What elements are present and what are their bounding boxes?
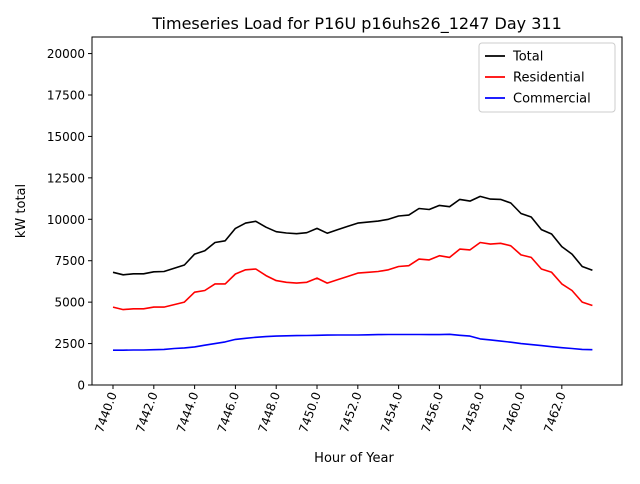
legend: Total Residential Commercial — [478, 42, 616, 113]
x-tick-label: 7454.0 — [378, 390, 406, 434]
y-tick-label: 12500 — [47, 171, 85, 185]
x-tick-label: 7462.0 — [541, 390, 569, 434]
x-tick-label: 7448.0 — [256, 390, 284, 434]
y-tick-label: 7500 — [54, 254, 85, 268]
plot-frame — [91, 36, 623, 386]
x-tick-label: 7440.0 — [92, 390, 120, 434]
x-tick-label: 7444.0 — [174, 390, 202, 434]
x-tick-label: 7450.0 — [296, 390, 324, 434]
x-tick-label: 7452.0 — [337, 390, 365, 434]
y-axis-label: kW total — [14, 184, 29, 238]
x-tick-label: 7460.0 — [500, 390, 528, 434]
y-tick-label: 17500 — [47, 89, 85, 103]
x-tick-label: 7456.0 — [419, 390, 447, 434]
legend-label-total: Total — [512, 50, 543, 65]
y-tick-label: 5000 — [54, 296, 85, 310]
chart-title: Timeseries Load for P16U p16uhs26_1247 D… — [151, 14, 562, 34]
series-line-residential — [112, 241, 593, 311]
x-tick-label: 7458.0 — [460, 390, 488, 434]
y-tick-label: 0 — [77, 379, 85, 393]
series-line-commercial — [113, 333, 593, 352]
y-tick-label: 2500 — [54, 337, 85, 351]
x-tick-label: 7446.0 — [215, 390, 243, 434]
x-axis-label: Hour of Year — [314, 451, 394, 466]
y-tick-label: 20000 — [47, 47, 85, 61]
series-line-total — [112, 195, 593, 276]
y-tick-label: 15000 — [47, 130, 85, 144]
legend-label-commercial: Commercial — [513, 92, 591, 107]
legend-label-residential: Residential — [513, 71, 585, 86]
legend-box — [478, 42, 616, 113]
x-tick-label: 7442.0 — [133, 390, 161, 434]
y-tick-label: 10000 — [47, 213, 85, 227]
